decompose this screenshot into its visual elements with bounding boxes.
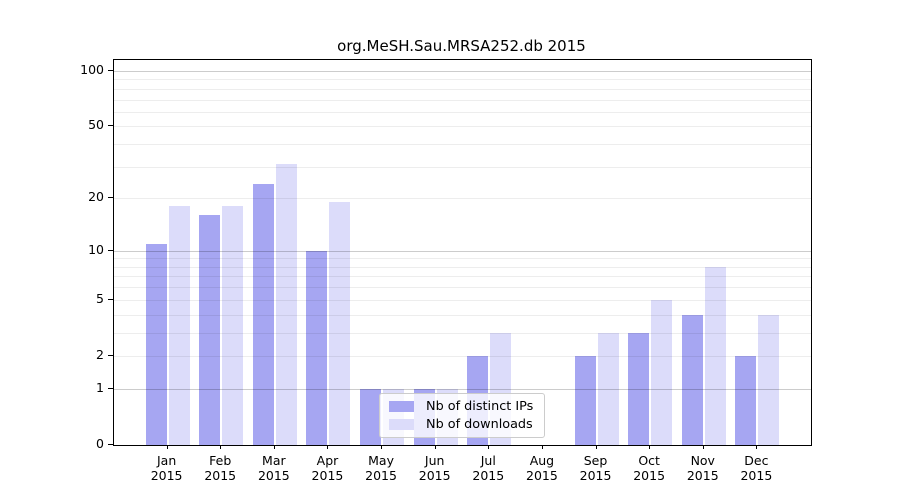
gridline-10: [114, 250, 811, 252]
bar-sep-distinct-ips: [574, 355, 596, 445]
grid-layer: [114, 60, 811, 445]
bar-may-distinct-ips: [360, 388, 382, 445]
gridline-2: [114, 355, 811, 357]
x-tick-year-dec: 2015: [740, 468, 773, 483]
x-tick-year-apr: 2015: [311, 468, 344, 483]
x-tick-aug: [541, 445, 543, 449]
bar-feb-distinct-ips: [199, 215, 221, 445]
x-tick-year-nov: 2015: [686, 468, 719, 483]
gridline-7: [114, 276, 811, 278]
bar-mar-distinct-ips: [252, 184, 274, 445]
gridline-9: [114, 258, 811, 260]
gridline-6: [114, 287, 811, 289]
bar-oct-distinct-ips: [628, 332, 650, 445]
gridline-60: [114, 111, 811, 113]
bar-apr-downloads: [329, 202, 351, 445]
x-tick-year-jul: 2015: [472, 468, 505, 483]
x-tick-year-mar: 2015: [257, 468, 290, 483]
x-tick-year-jan: 2015: [150, 468, 183, 483]
gridline-50: [114, 126, 811, 128]
gridline-70: [114, 99, 811, 101]
x-tick-label-mar: Mar 2015: [244, 453, 304, 483]
legend-label-distinct-ips: Nb of distinct IPs: [426, 398, 534, 414]
x-tick-label-dec: Dec 2015: [726, 453, 786, 483]
x-tick-label-nov: Nov 2015: [673, 453, 733, 483]
x-tick-year-jun: 2015: [418, 468, 451, 483]
chart-title: org.MeSH.Sau.MRSA252.db 2015: [337, 37, 586, 55]
y-tick-20: [108, 197, 113, 199]
y-tick-100: [108, 69, 113, 71]
x-tick-label-feb: Feb 2015: [190, 453, 250, 483]
x-tick-jan: [166, 445, 168, 449]
gridline-20: [114, 198, 811, 200]
x-tick-jul: [488, 445, 490, 449]
y-tick-label-2: 2: [96, 346, 104, 362]
gridline-90: [114, 79, 811, 81]
gridline-40: [114, 144, 811, 146]
gridline-3: [114, 332, 811, 334]
x-tick-jun: [434, 445, 436, 449]
x-tick-year-oct: 2015: [633, 468, 666, 483]
legend-swatch-distinct-ips: [389, 400, 414, 412]
legend-label-downloads: Nb of downloads: [426, 417, 533, 433]
bar-jan-distinct-ips: [145, 243, 167, 445]
bar-mar-downloads: [275, 164, 297, 445]
gridline-100: [114, 70, 811, 72]
y-tick-5: [108, 298, 113, 300]
x-tick-oct: [649, 445, 651, 449]
gridline-30: [114, 166, 811, 168]
x-tick-label-may: May 2015: [351, 453, 411, 483]
bar-jan-downloads: [168, 206, 190, 445]
bar-nov-downloads: [704, 266, 726, 445]
bar-dec-distinct-ips: [735, 355, 757, 445]
x-tick-year-feb: 2015: [204, 468, 237, 483]
y-tick-50: [108, 125, 113, 127]
legend-item-downloads: Nb of downloads: [380, 417, 544, 432]
y-tick-label-100: 100: [80, 61, 104, 77]
x-tick-label-jul: Jul 2015: [458, 453, 518, 483]
x-tick-year-may: 2015: [365, 468, 397, 483]
bar-oct-downloads: [651, 299, 673, 445]
bar-feb-downloads: [222, 206, 244, 445]
x-tick-label-sep: Sep 2015: [566, 453, 626, 483]
x-tick-label-oct: Oct 2015: [619, 453, 679, 483]
x-tick-year-aug: 2015: [526, 468, 558, 483]
gridline-4: [114, 314, 811, 316]
x-tick-year-sep: 2015: [579, 468, 612, 483]
legend: Nb of distinct IPs Nb of downloads: [379, 393, 545, 438]
x-tick-label-aug: Aug 2015: [512, 453, 572, 483]
gridline-8: [114, 266, 811, 268]
y-tick-label-50: 50: [88, 117, 104, 133]
bar-dec-downloads: [758, 314, 780, 445]
legend-item-distinct-ips: Nb of distinct IPs: [380, 399, 544, 414]
gridline-5: [114, 299, 811, 301]
bar-apr-distinct-ips: [306, 250, 328, 445]
bar-nov-distinct-ips: [681, 314, 703, 445]
y-tick-0: [108, 444, 113, 445]
x-tick-feb: [220, 445, 222, 449]
legend-swatch-downloads: [389, 419, 414, 431]
x-tick-dec: [756, 445, 758, 449]
x-tick-mar: [273, 445, 275, 449]
y-tick-10: [108, 249, 113, 251]
y-tick-label-10: 10: [88, 241, 104, 257]
gridline-80: [114, 88, 811, 90]
x-tick-nov: [702, 445, 704, 449]
y-tick-label-5: 5: [96, 290, 104, 306]
x-tick-label-apr: Apr 2015: [297, 453, 357, 483]
x-tick-sep: [595, 445, 597, 449]
x-tick-may: [381, 445, 383, 449]
y-tick-2: [108, 354, 113, 356]
y-tick-label-0: 0: [96, 436, 104, 451]
bar-sep-downloads: [597, 332, 619, 445]
y-tick-1: [108, 387, 113, 389]
plot-area: Nb of distinct IPs Nb of downloads: [113, 59, 812, 446]
x-tick-label-jun: Jun 2015: [405, 453, 465, 483]
x-tick-apr: [327, 445, 329, 449]
gridline-1: [114, 388, 811, 390]
x-tick-label-jan: Jan 2015: [137, 453, 197, 483]
y-tick-label-20: 20: [88, 189, 104, 205]
y-tick-label-1: 1: [96, 379, 104, 395]
